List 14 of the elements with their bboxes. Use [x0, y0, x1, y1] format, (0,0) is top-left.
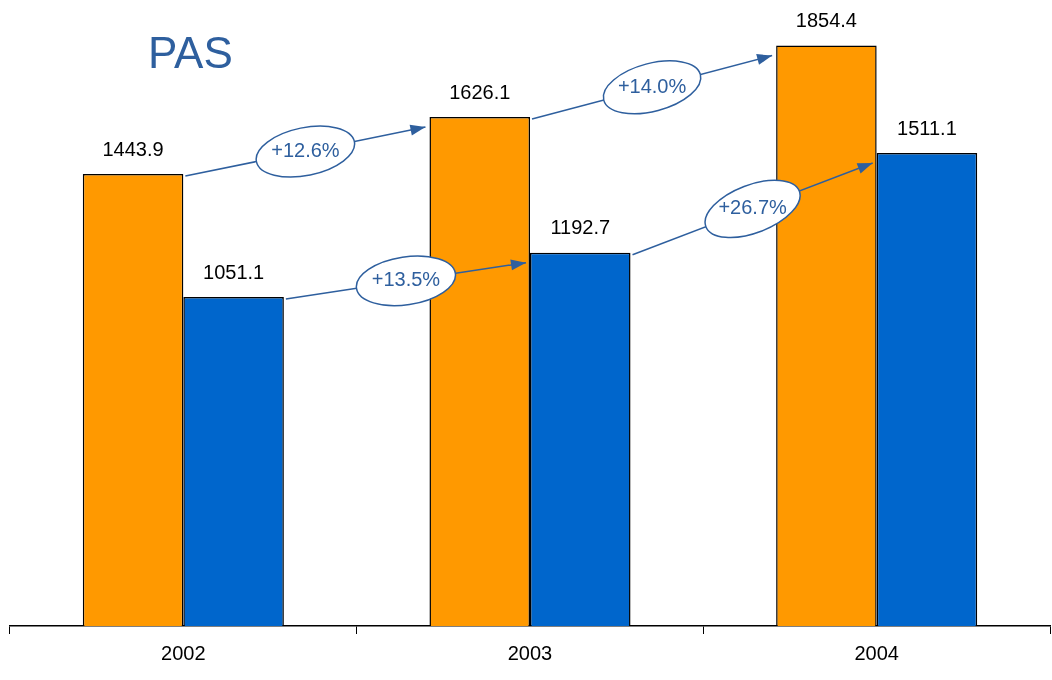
- x-tick-label: 2002: [161, 641, 206, 664]
- data-label: 1854.4: [795, 9, 857, 32]
- annotation: +12.6%: [271, 139, 340, 162]
- data-label: 1443.9: [102, 137, 164, 160]
- data-label: 1626.1: [449, 80, 511, 103]
- annotation: +26.7%: [718, 196, 788, 219]
- data-label: 1051.1: [203, 260, 265, 283]
- chart-title: PAS: [148, 28, 233, 78]
- data-label: 1511.1: [897, 116, 957, 139]
- x-tick-label: 2004: [854, 641, 899, 664]
- x-tick-label: 2003: [507, 641, 553, 664]
- annotation: +13.5%: [371, 268, 441, 291]
- data-label: 1192.7: [550, 216, 611, 239]
- annotation: +14.0%: [617, 74, 687, 97]
